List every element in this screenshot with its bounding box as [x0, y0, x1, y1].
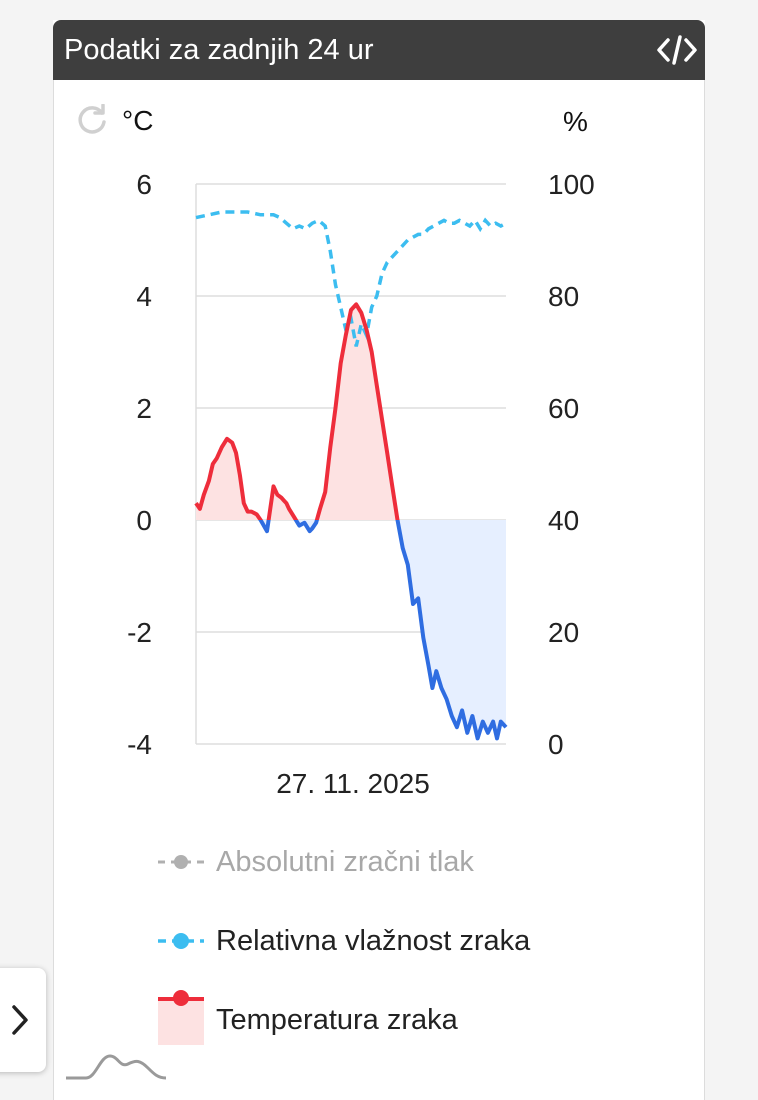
temperature-negative-area	[196, 520, 506, 739]
left-axis-tick-label: 6	[136, 169, 152, 200]
temperature-series-line-negative	[258, 520, 508, 741]
legend-item-pressure[interactable]: Absolutni zračni tlak	[156, 837, 474, 887]
temperature-positive-area	[196, 304, 506, 520]
refresh-icon[interactable]	[76, 104, 108, 136]
right-axis-tick-label: 40	[548, 505, 579, 536]
legend-item-temperature[interactable]: Temperatura zraka	[156, 990, 458, 1045]
weather-widget: Podatki za zadnjih 24 ur	[53, 20, 705, 1100]
right-axis-tick-label: 100	[548, 169, 595, 200]
code-brackets-icon	[657, 35, 697, 65]
humidity-series-line	[195, 210, 507, 347]
widget-body	[53, 80, 705, 1100]
legend-label-temperature: Temperatura zraka	[216, 1004, 458, 1036]
widget-header: Podatki za zadnjih 24 ur	[53, 20, 705, 80]
left-axis-ticks: 6 4 2 0 -2 -4	[127, 169, 152, 760]
chevron-right-icon	[12, 1005, 28, 1035]
mountain-line-icon	[66, 1054, 166, 1080]
expand-side-panel-button[interactable]	[0, 968, 46, 1072]
widget-title: Podatki za zadnjih 24 ur	[64, 34, 374, 66]
legend-label-pressure: Absolutni zračni tlak	[216, 846, 474, 878]
embed-code-button[interactable]	[655, 28, 699, 72]
legend-temperature-symbol	[158, 990, 204, 1045]
left-axis-tick-label: 2	[136, 393, 152, 424]
legend-label-humidity: Relativna vlažnost zraka	[216, 925, 531, 957]
legend-pressure-symbol	[158, 855, 204, 869]
right-axis-tick-label: 60	[548, 393, 579, 424]
right-axis-unit: %	[563, 106, 588, 137]
left-axis-tick-label: 0	[136, 505, 152, 536]
left-axis-tick-label: 4	[136, 281, 152, 312]
x-axis-date-label: 27. 11. 2025	[276, 768, 430, 799]
right-axis-tick-label: 0	[548, 729, 564, 760]
legend-humidity-symbol	[158, 933, 204, 949]
left-axis-tick-label: -2	[127, 617, 152, 648]
temperature-series-line-positive	[194, 302, 400, 520]
right-axis-ticks: 100 80 60 40 20 0	[548, 169, 595, 760]
left-axis-tick-label: -4	[127, 729, 152, 760]
legend-item-humidity[interactable]: Relativna vlažnost zraka	[156, 916, 530, 966]
left-axis-unit: °C	[122, 105, 154, 136]
right-axis-tick-label: 20	[548, 617, 579, 648]
right-axis-tick-label: 80	[548, 281, 579, 312]
